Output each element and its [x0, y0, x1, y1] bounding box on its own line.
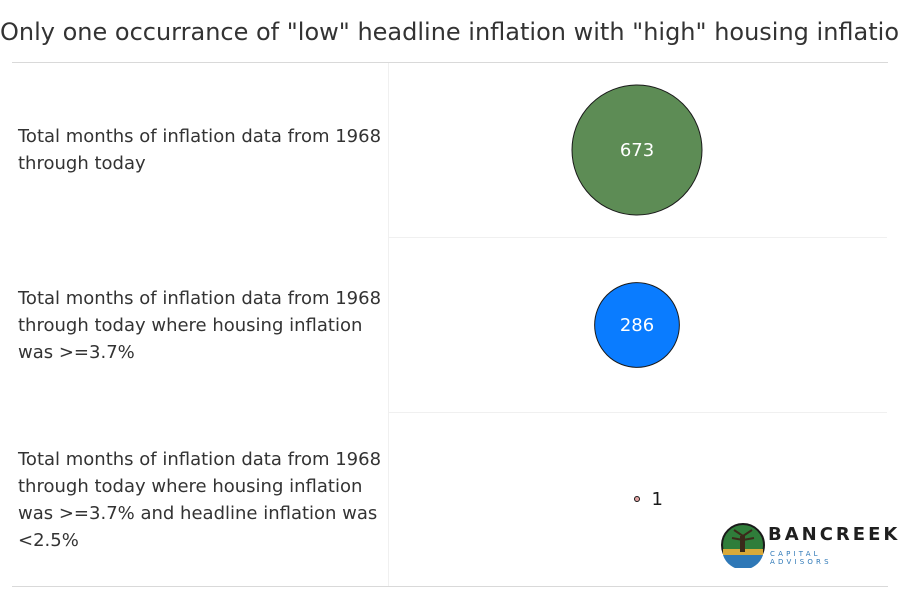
bubble-value-label-0: 673 [620, 140, 654, 161]
logo-subtitle: CAPITAL ADVISORS [770, 550, 832, 566]
tree-logo-icon [721, 523, 765, 568]
chart-title: Only one occurrance of "low" headline in… [0, 18, 900, 46]
category-label-high-housing-low-headline: Total months of inflation data from 1968… [18, 449, 382, 551]
column-divider [388, 63, 389, 586]
bottom-divider [12, 586, 888, 587]
bubble-2 [633, 495, 641, 503]
bubble-0 [571, 84, 703, 216]
category-label-high-housing: Total months of inflation data from 1968… [18, 288, 382, 363]
bubble-value-label-2: 1 [652, 489, 663, 510]
row-divider [389, 412, 887, 413]
logo-name: BANCREEK [768, 524, 900, 545]
top-divider [12, 62, 888, 63]
category-label-all-months: Total months of inflation data from 1968… [18, 126, 382, 174]
row-divider [389, 237, 887, 238]
bubble-value-label-1: 286 [620, 315, 654, 336]
company-logo: BANCREEK CAPITAL ADVISORS [720, 522, 897, 570]
bubble-1 [594, 282, 680, 368]
